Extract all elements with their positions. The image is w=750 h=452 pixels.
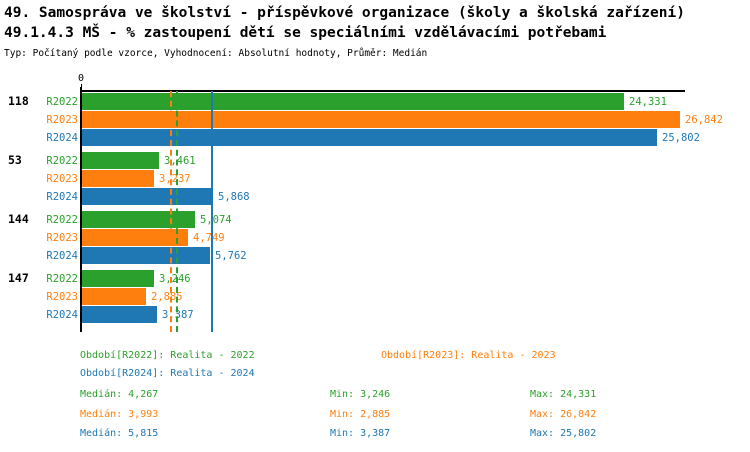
bar-r2022-144 (82, 211, 195, 228)
bar-value-label: 3,246 (159, 273, 191, 285)
bar-r2023-53 (82, 170, 154, 187)
stat-median-r2024: Medián: 5,815 (80, 428, 159, 439)
bar-row-label: R2024 (46, 309, 78, 321)
group-label: 144 (8, 212, 29, 226)
bar-value-label: 26,842 (685, 114, 723, 126)
bar-value-label: 4,749 (193, 232, 225, 244)
bar-row-label: R2022 (46, 96, 78, 108)
bar-value-label: 5,868 (218, 191, 250, 203)
median-line-r2023 (170, 91, 172, 332)
stat-median-r2022: Medián: 4,267 (80, 389, 159, 400)
bar-value-label: 3,237 (159, 173, 191, 185)
bar-row-label: R2024 (46, 250, 78, 262)
bar-value-label: 3,461 (164, 155, 196, 167)
bar-row-label: R2023 (46, 173, 78, 185)
bar-value-label: 5,074 (200, 214, 232, 226)
median-line-r2022 (176, 91, 178, 332)
group-label: 118 (8, 94, 29, 108)
x-axis-zero-tick (81, 84, 82, 90)
bar-row-label: R2023 (46, 114, 78, 126)
bar-r2024-118 (82, 129, 657, 146)
legend-item-r2024: Období[R2024]: Realita - 2024 (80, 368, 255, 379)
x-axis-zero-label: 0 (77, 73, 85, 84)
bar-value-label: 5,762 (215, 250, 247, 262)
group-label: 53 (8, 153, 22, 167)
bar-r2022-53 (82, 152, 159, 169)
y-axis-line (80, 87, 82, 332)
bar-r2023-147 (82, 288, 146, 305)
bar-row-label: R2024 (46, 132, 78, 144)
bar-row-label: R2024 (46, 191, 78, 203)
report-title-line1: 49. Samospráva ve školství - příspěvkové… (4, 5, 685, 21)
stat-max-r2023: Max: 26,842 (530, 409, 597, 420)
stat-min-r2022: Min: 3,246 (330, 389, 391, 400)
bar-r2023-144 (82, 229, 188, 246)
bar-r2022-147 (82, 270, 154, 287)
bar-row-label: R2023 (46, 232, 78, 244)
bar-row-label: R2022 (46, 214, 78, 226)
stat-min-r2024: Min: 3,387 (330, 428, 391, 439)
bar-r2022-118 (82, 93, 624, 110)
legend-item-r2022: Období[R2022]: Realita - 2022 (80, 350, 255, 361)
bar-r2024-147 (82, 306, 157, 323)
report-subtitle: Typ: Počítaný podle vzorce, Vyhodnocení:… (4, 48, 428, 59)
group-label: 147 (8, 271, 29, 285)
report-title-line2: 49.1.4.3 MŠ - % zastoupení dětí se speci… (4, 25, 607, 41)
stat-max-r2022: Max: 24,331 (530, 389, 597, 400)
bar-row-label: R2022 (46, 155, 78, 167)
bar-chart-plot: 0 118 R2022 24,331 R2023 26,842 R2024 25,802 53 R… (8, 73, 723, 332)
bar-row-label: R2022 (46, 273, 78, 285)
median-line-r2024 (211, 91, 213, 332)
legend-item-r2023: Období[R2023]: Realita - 2023 (381, 350, 556, 361)
bar-r2024-53 (82, 188, 213, 205)
bar-value-label: 2,885 (151, 291, 183, 303)
stat-max-r2024: Max: 25,802 (530, 428, 597, 439)
bar-r2024-144 (82, 247, 210, 264)
bar-value-label: 24,331 (629, 96, 667, 108)
bar-r2023-118 (82, 111, 680, 128)
stat-median-r2023: Medián: 3,993 (80, 409, 159, 420)
x-axis-top-line (80, 90, 685, 92)
bar-value-label: 25,802 (662, 132, 700, 144)
bar-row-label: R2023 (46, 291, 78, 303)
stat-min-r2023: Min: 2,885 (330, 409, 391, 420)
